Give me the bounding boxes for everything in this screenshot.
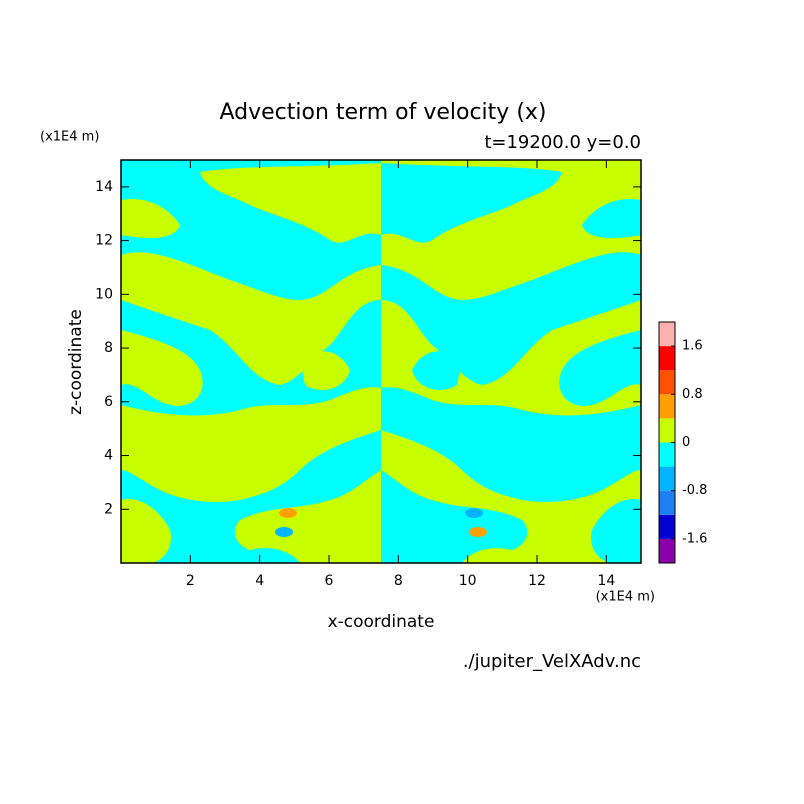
y-tick-label: 14	[95, 179, 113, 195]
colorbar-swatch	[659, 514, 675, 539]
y-tick-label: 12	[95, 233, 113, 249]
colorbar-swatch	[659, 442, 675, 467]
footer: ./jupiter_VelXAdv.nc	[463, 651, 641, 672]
colorbar-swatch	[659, 490, 675, 515]
chart-title: Advection term of velocity (x)	[219, 100, 546, 125]
colorbar-tick-label: 0	[682, 435, 690, 450]
colorbar-tick-label: 0.8	[682, 387, 703, 402]
y-axis-label: z-coordinate	[66, 309, 86, 415]
x-axis-label: x-coordinate	[328, 612, 435, 632]
y-unit: (x1E4 m)	[40, 130, 99, 145]
colorbar-swatch	[659, 346, 675, 371]
colorbar-tick-label: -1.6	[682, 531, 707, 546]
colorbar-tick-label: -0.8	[682, 483, 707, 498]
colorbar-swatch	[659, 394, 675, 419]
y-tick-label: 2	[104, 501, 113, 517]
y-tick-label: 8	[104, 340, 113, 356]
x-tick-label: 8	[394, 573, 403, 589]
y-tick-label: 6	[104, 394, 113, 410]
y-tick-label: 4	[104, 448, 113, 464]
colorbar-tick-label: 1.6	[682, 339, 703, 354]
x-tick-label: 4	[255, 573, 264, 589]
x-unit: (x1E4 m)	[596, 590, 655, 605]
x-tick-label: 14	[597, 573, 615, 589]
x-tick-label: 6	[325, 573, 334, 589]
colorbar-swatch	[659, 466, 675, 491]
colorbar-swatch	[659, 370, 675, 395]
y-tick-label: 10	[95, 286, 113, 302]
x-tick-label: 12	[528, 573, 546, 589]
colorbar-swatch	[659, 418, 675, 443]
colorbar-swatch	[659, 538, 675, 563]
colorbar-swatch	[659, 322, 675, 347]
contour-field	[121, 160, 641, 563]
x-tick-label: 2	[186, 573, 195, 589]
x-tick-label: 10	[459, 573, 477, 589]
chart-subtitle: t=19200.0 y=0.0	[484, 132, 641, 153]
plot-frame	[120, 159, 642, 564]
